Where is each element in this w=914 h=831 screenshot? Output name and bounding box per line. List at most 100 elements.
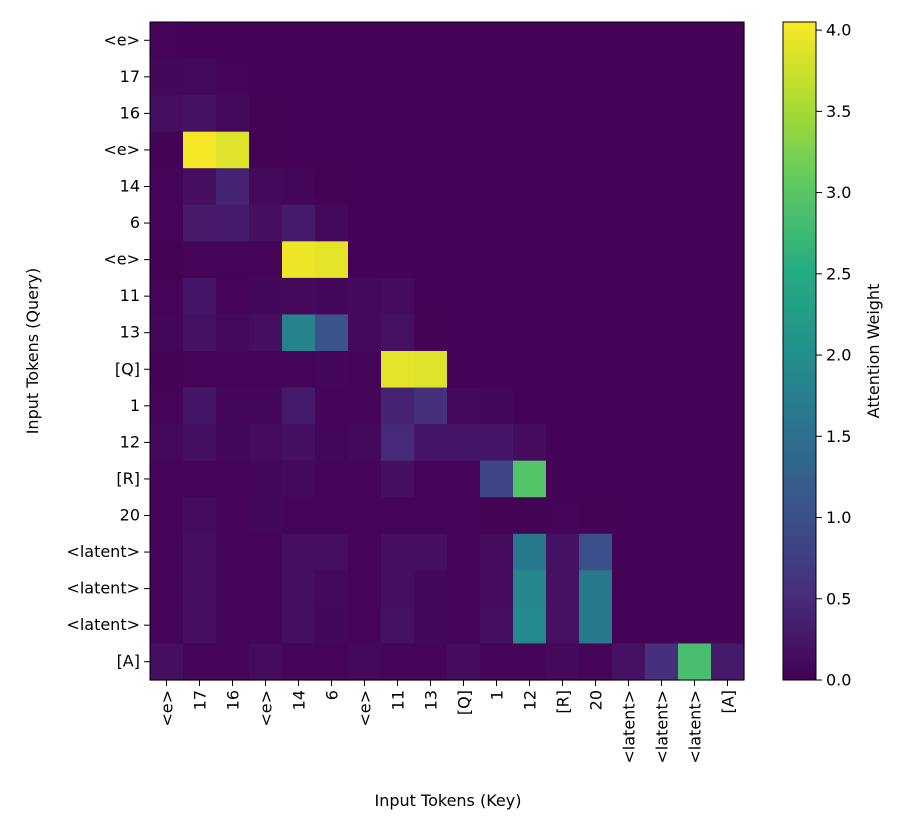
heatmap-cell: [249, 387, 283, 425]
heatmap-cell: [513, 460, 547, 498]
heatmap-cell: [612, 570, 646, 608]
heatmap-cell: [249, 570, 283, 608]
heatmap-cell: [645, 351, 679, 389]
heatmap-cell: [513, 204, 547, 242]
heatmap-cell: [546, 95, 580, 133]
y-tick-label: <e>: [103, 30, 140, 49]
heatmap-cell: [249, 22, 283, 60]
heatmap-cell: [348, 606, 382, 645]
heatmap-cell: [678, 58, 712, 96]
heatmap-cell: [282, 460, 316, 498]
heatmap-cell: [348, 241, 382, 279]
heatmap-cell: [711, 606, 745, 645]
heatmap-cell: [216, 460, 250, 498]
heatmap-cell: [480, 314, 514, 352]
heatmap-cell: [348, 277, 382, 316]
heatmap-cell: [150, 131, 184, 169]
heatmap-cell: [546, 643, 580, 681]
heatmap-cell: [579, 497, 613, 535]
heatmap-cell: [480, 204, 514, 242]
heatmap-cell: [645, 497, 679, 535]
heatmap-cell: [612, 241, 646, 279]
heatmap-cell: [645, 241, 679, 279]
heatmap-cell: [315, 314, 349, 352]
heatmap-cell: [513, 241, 547, 279]
heatmap-cell: [315, 277, 349, 316]
heatmap-cell: [150, 241, 184, 279]
heatmap-cell: [249, 533, 283, 571]
heatmap-cell: [150, 22, 184, 60]
heatmap-cell: [612, 22, 646, 60]
heatmap-cell: [480, 351, 514, 389]
heatmap-cell: [216, 241, 250, 279]
heatmap-cell: [513, 606, 547, 645]
heatmap-cell: [447, 95, 481, 133]
heatmap-cell: [414, 460, 448, 498]
heatmap-cell: [579, 95, 613, 133]
heatmap-cell: [447, 570, 481, 608]
heatmap-cell: [678, 168, 712, 206]
heatmap-cell: [150, 95, 184, 133]
heatmap-cell: [513, 351, 547, 389]
heatmap-cell: [645, 131, 679, 169]
heatmap-cell: [315, 22, 349, 60]
heatmap-cell: [612, 387, 646, 425]
heatmap-cell: [414, 533, 448, 571]
x-axis-ticks: <e> 17 16 <e> 14 6 <e> 11 13 [Q] 1 12 [R] 20 <latent> <…: [158, 680, 738, 764]
heatmap-cell: [447, 460, 481, 498]
heatmap-cell: [348, 22, 382, 60]
heatmap-cell: [381, 168, 415, 206]
heatmap-cell: [282, 606, 316, 645]
heatmap-cell: [249, 131, 283, 169]
heatmap-cell: [315, 204, 349, 242]
x-tick-label: 13: [422, 690, 441, 710]
heatmap-cell: [249, 460, 283, 498]
heatmap-cell: [249, 58, 283, 96]
heatmap-cell: [216, 570, 250, 608]
heatmap-cell: [315, 387, 349, 425]
heatmap-cell: [183, 387, 217, 425]
colorbar-tick-label: 0.0: [826, 671, 851, 690]
heatmap-cell: [348, 314, 382, 352]
heatmap-cell: [579, 533, 613, 571]
heatmap-cell: [216, 606, 250, 645]
heatmap-cell: [513, 168, 547, 206]
heatmap-cell: [447, 387, 481, 425]
heatmap-cell: [447, 204, 481, 242]
heatmap-cell: [645, 277, 679, 316]
heatmap-cell: [579, 131, 613, 169]
heatmap-cell: [480, 387, 514, 425]
y-tick-label: 1: [130, 396, 140, 415]
heatmap-cell: [183, 168, 217, 206]
heatmap-cell: [249, 424, 283, 462]
heatmap-cell: [546, 606, 580, 645]
heatmap-cell: [381, 22, 415, 60]
heatmap-cell: [612, 314, 646, 352]
heatmap-cell: [414, 606, 448, 645]
heatmap-cell: [678, 277, 712, 316]
heatmap-cell: [150, 424, 184, 462]
y-tick-label: 17: [120, 67, 140, 86]
x-tick-label: <latent>: [686, 690, 705, 764]
heatmap-cell: [183, 606, 217, 645]
colorbar-tick-label: 3.0: [826, 183, 851, 202]
heatmap-cell: [612, 58, 646, 96]
heatmap-cell: [315, 570, 349, 608]
y-tick-label: 20: [120, 506, 140, 525]
heatmap-cell: [414, 643, 448, 681]
heatmap-cell: [150, 351, 184, 389]
heatmap-cell: [711, 533, 745, 571]
x-tick-label: <e>: [158, 690, 177, 727]
heatmap-cell: [150, 314, 184, 352]
heatmap-cell: [678, 204, 712, 242]
x-tick-label: 12: [521, 690, 540, 710]
x-axis-label: Input Tokens (Key): [375, 791, 522, 810]
heatmap-cell: [678, 22, 712, 60]
heatmap-cell: [348, 95, 382, 133]
heatmap-cell: [282, 351, 316, 389]
heatmap-cell: [513, 95, 547, 133]
heatmap-cell: [315, 131, 349, 169]
heatmap-cell: [546, 387, 580, 425]
heatmap-cell: [150, 606, 184, 645]
heatmap-cell: [381, 424, 415, 462]
